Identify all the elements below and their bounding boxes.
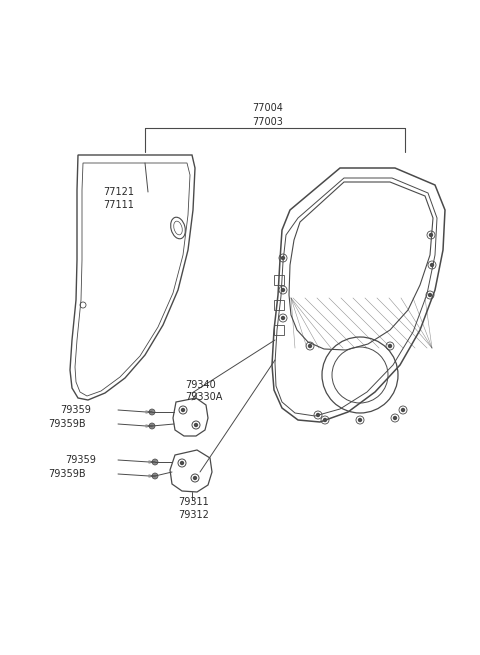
Circle shape: [152, 473, 158, 479]
Circle shape: [430, 233, 432, 236]
Text: 79330A: 79330A: [185, 392, 222, 402]
Text: 77111: 77111: [103, 200, 134, 210]
Circle shape: [316, 413, 320, 417]
Circle shape: [194, 424, 197, 426]
Circle shape: [193, 476, 196, 479]
Circle shape: [281, 316, 285, 320]
Text: 79359B: 79359B: [48, 419, 85, 429]
Circle shape: [431, 263, 433, 267]
Text: 79312: 79312: [178, 510, 209, 520]
Text: 77003: 77003: [252, 117, 283, 127]
Circle shape: [149, 423, 155, 429]
Circle shape: [180, 462, 183, 464]
Text: 77121: 77121: [103, 187, 134, 197]
Circle shape: [359, 419, 361, 422]
Text: 77004: 77004: [252, 103, 283, 113]
Circle shape: [281, 288, 285, 291]
Text: 79340: 79340: [185, 380, 216, 390]
Circle shape: [152, 459, 158, 465]
Text: 79359: 79359: [65, 455, 96, 465]
Text: 79311: 79311: [178, 497, 209, 507]
Text: 79359B: 79359B: [48, 469, 85, 479]
Circle shape: [281, 257, 285, 259]
Circle shape: [149, 409, 155, 415]
Circle shape: [429, 293, 432, 297]
Circle shape: [181, 409, 184, 411]
Circle shape: [394, 417, 396, 419]
Text: 79359: 79359: [60, 405, 91, 415]
Circle shape: [388, 345, 392, 348]
Circle shape: [401, 409, 405, 411]
Circle shape: [309, 345, 312, 348]
Circle shape: [324, 419, 326, 422]
